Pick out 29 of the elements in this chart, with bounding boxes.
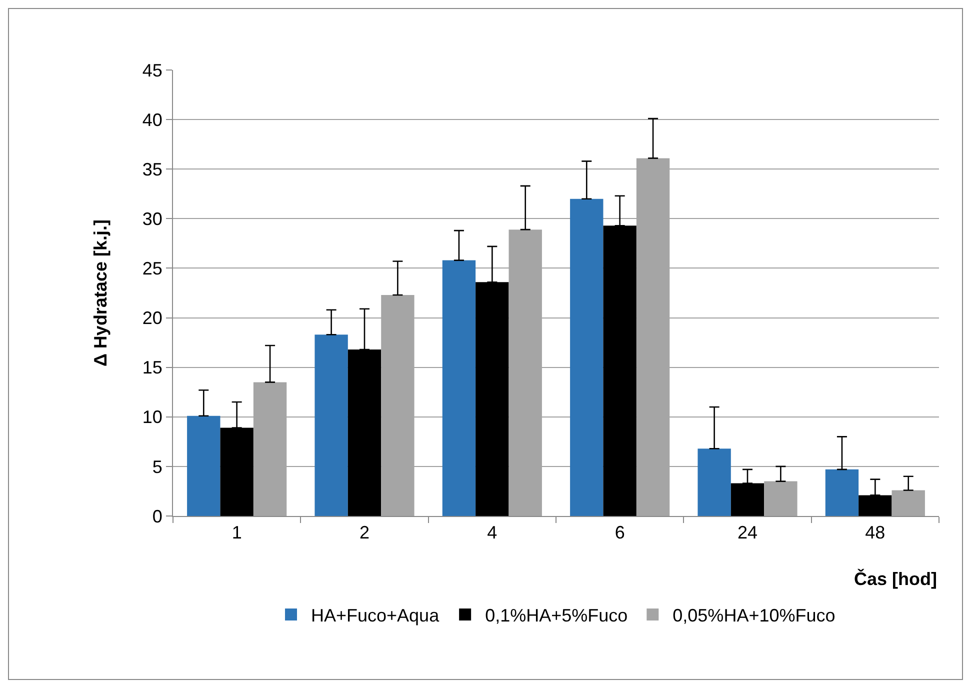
x-tick-label: 4 — [487, 522, 498, 543]
bar — [314, 334, 348, 516]
y-axis-title: Δ Hydratace [k.j.] — [90, 220, 111, 366]
legend-label: HA+Fuco+Aqua — [311, 606, 440, 626]
x-axis-title: Čas [hod] — [854, 568, 937, 589]
y-tick-label: 0 — [152, 506, 162, 526]
y-tick-label: 35 — [142, 159, 162, 180]
bar — [187, 416, 220, 516]
x-tick-label: 48 — [865, 522, 886, 543]
y-tick-label: 10 — [142, 407, 162, 428]
bar — [764, 481, 798, 516]
y-tick-label: 25 — [142, 258, 162, 279]
y-tick-label: 20 — [142, 308, 162, 328]
y-tick-label: 45 — [142, 60, 162, 80]
bar — [570, 198, 604, 516]
bar — [892, 490, 925, 516]
y-tick-label: 5 — [152, 456, 162, 477]
y-tick-label: 15 — [142, 358, 162, 378]
x-tick-label: 1 — [232, 522, 242, 543]
x-tick-label: 6 — [614, 522, 625, 543]
x-tick-label: 2 — [359, 522, 370, 543]
legend-label: 0,05%HA+10%Fuco — [672, 606, 836, 626]
bar — [825, 469, 859, 516]
legend-label: 0,1%HA+5%Fuco — [485, 606, 628, 626]
x-tick-label: 24 — [737, 522, 758, 543]
y-tick-label: 30 — [142, 208, 162, 229]
bar — [698, 448, 731, 516]
y-tick-label: 40 — [142, 110, 162, 130]
bar — [442, 260, 476, 516]
